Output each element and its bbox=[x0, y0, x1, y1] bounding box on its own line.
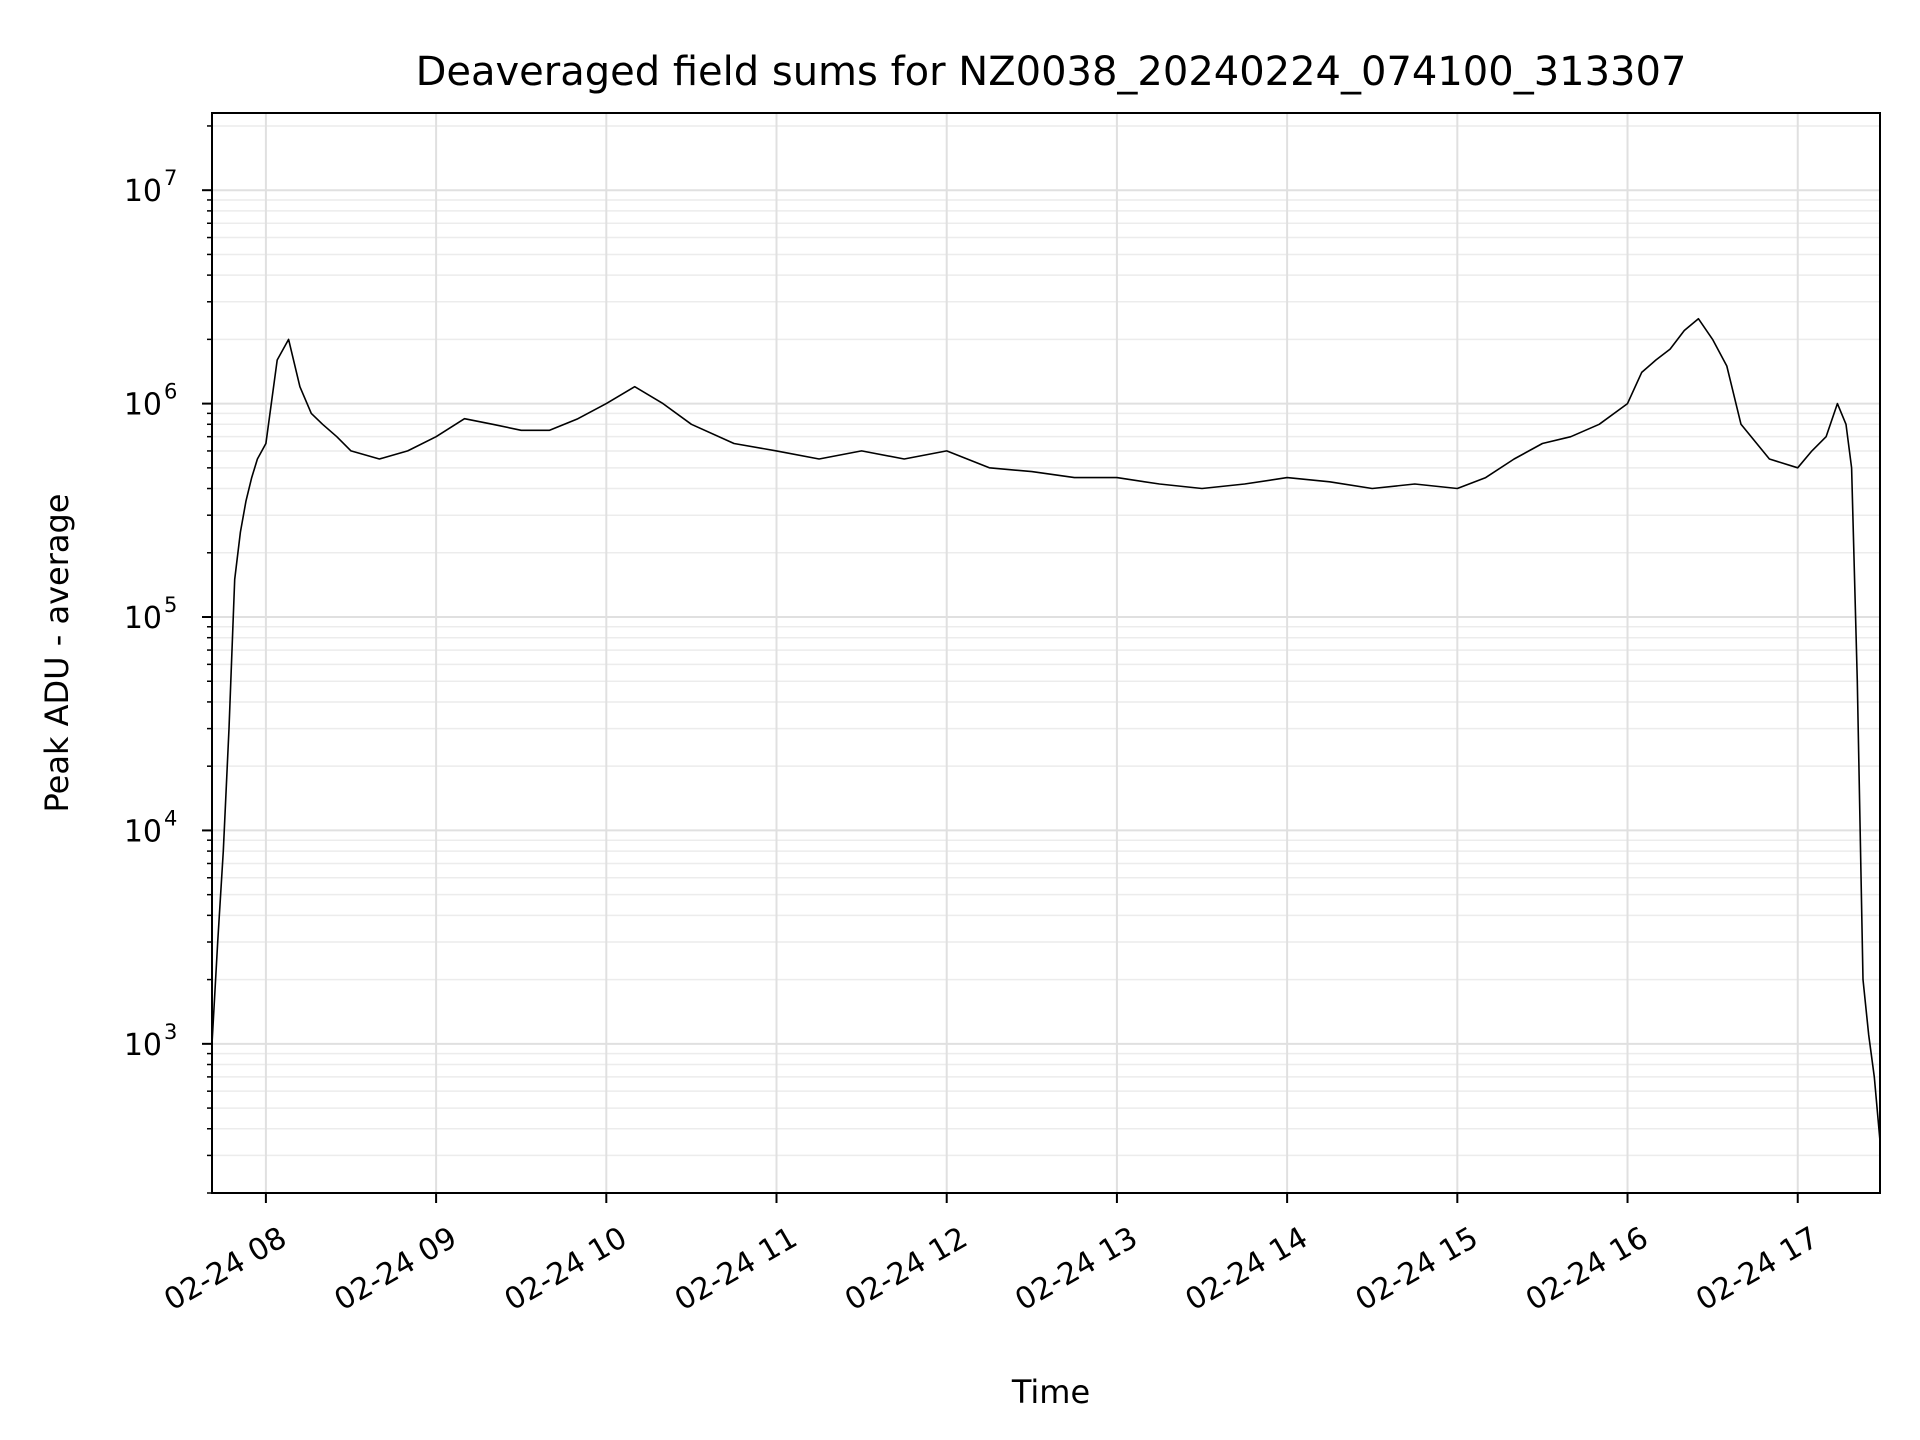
y-tick-label-base: 10 bbox=[124, 601, 162, 636]
y-tick-label-exponent: 7 bbox=[164, 166, 177, 190]
series-line bbox=[211, 317, 1881, 1142]
y-tick-label-base: 10 bbox=[124, 388, 162, 423]
y-tick-label-base: 10 bbox=[124, 1028, 162, 1063]
y-axis-label: Peak ADU - average bbox=[38, 494, 76, 813]
minor-gridlines bbox=[212, 125, 1880, 1194]
y-tick-label-base: 10 bbox=[124, 174, 162, 209]
y-tick-label-exponent: 4 bbox=[164, 806, 177, 830]
series-layer bbox=[211, 317, 1881, 1142]
plot-frame bbox=[211, 112, 1881, 1194]
x-axis-label: Time bbox=[1011, 1373, 1090, 1411]
chart-title: Deaveraged field sums for NZ0038_2024022… bbox=[416, 49, 1687, 95]
y-tick-label-exponent: 5 bbox=[164, 593, 177, 617]
y-tick-label-exponent: 3 bbox=[164, 1020, 177, 1044]
y-tick-label-base: 10 bbox=[124, 814, 162, 849]
y-tick-label-exponent: 6 bbox=[164, 380, 177, 404]
major-gridlines bbox=[212, 113, 1880, 1193]
